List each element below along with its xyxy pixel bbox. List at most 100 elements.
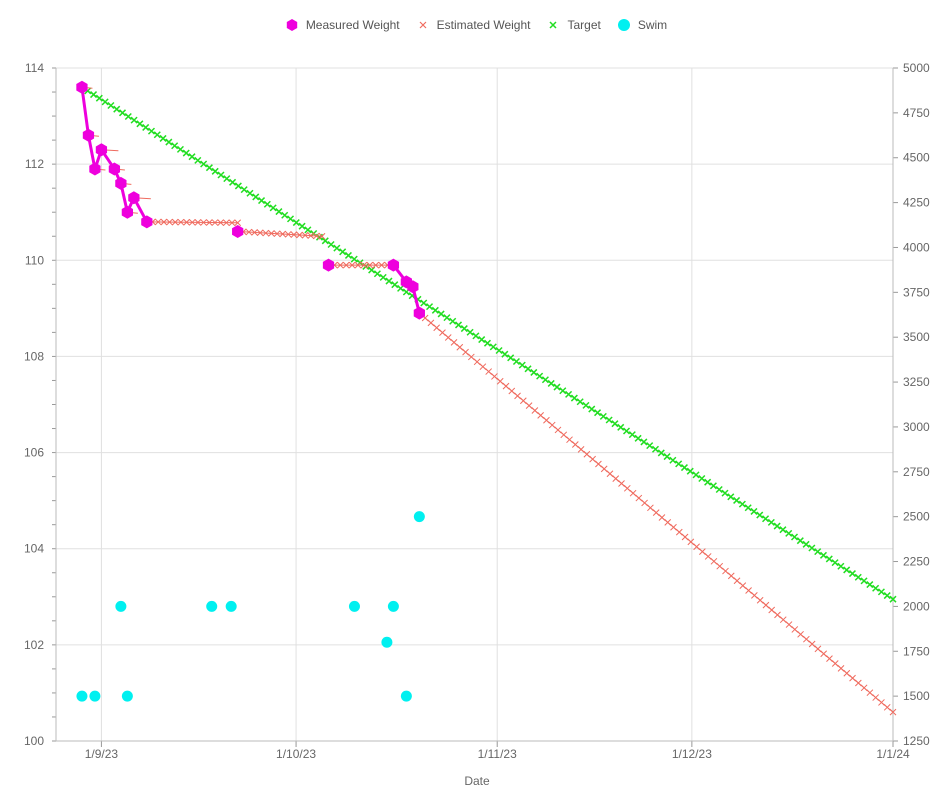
target-marker — [449, 317, 457, 325]
target-marker — [460, 325, 468, 333]
estimated-weight-marker — [843, 669, 851, 677]
estimated-weight-marker — [296, 231, 303, 239]
target-marker — [570, 394, 578, 402]
estimated-weight-marker — [502, 382, 510, 390]
target-marker — [646, 442, 654, 450]
target-marker — [113, 105, 121, 113]
measured-weight-point — [95, 143, 108, 157]
y-right-tick-label: 5000 — [903, 61, 930, 75]
target-marker — [843, 566, 851, 574]
measured-weight-point — [76, 80, 88, 94]
target-marker — [721, 489, 729, 497]
legend-item-swim[interactable]: Swim — [617, 18, 667, 32]
x-tick-label: 1/1/24 — [876, 747, 910, 761]
estimated-weight-marker — [629, 489, 637, 497]
target-marker — [733, 496, 741, 504]
target-marker — [286, 215, 295, 223]
y-left-tick-label: 110 — [25, 253, 44, 267]
estimated-weight-marker — [751, 592, 758, 599]
estimated-weight-marker — [318, 232, 326, 240]
target-marker — [657, 449, 665, 457]
target-marker — [559, 387, 567, 395]
target-marker — [234, 182, 242, 190]
target-marker — [860, 577, 868, 585]
estimated-weight-marker — [733, 577, 741, 585]
target-marker — [738, 500, 746, 508]
target-marker — [147, 127, 156, 135]
y-left-tick-label: 114 — [25, 61, 44, 75]
estimated-weight-marker — [479, 363, 487, 371]
y-right-tick-label: 4250 — [903, 196, 930, 210]
legend-label: Estimated Weight — [436, 18, 531, 32]
legend-item-measured-weight[interactable]: Measured Weight — [285, 18, 400, 32]
estimated-weight-marker — [785, 621, 793, 628]
y-right-tick-label: 2250 — [903, 555, 930, 569]
target-marker — [877, 588, 885, 596]
estimated-weight-marker — [878, 699, 885, 706]
target-marker — [136, 120, 144, 128]
estimated-weight-marker — [262, 229, 270, 237]
swim-point — [76, 690, 88, 702]
estimated-weight-marker — [360, 261, 368, 269]
estimated-weight-marker — [687, 538, 695, 546]
y-right-tick-label: 2000 — [903, 599, 930, 613]
estimated-weight-marker — [194, 219, 202, 226]
target-marker — [750, 507, 758, 515]
legend-item-target[interactable]: Target — [546, 18, 601, 32]
target-marker — [848, 570, 856, 578]
target-marker — [205, 164, 213, 172]
target-marker — [634, 434, 642, 442]
estimated-weight-marker — [473, 358, 481, 366]
target-marker — [385, 277, 393, 285]
target-marker — [275, 208, 283, 216]
estimated-weight-marker — [571, 441, 579, 448]
estimated-weight-marker — [866, 689, 874, 697]
estimated-weight-marker — [595, 460, 602, 468]
target-marker — [454, 321, 463, 329]
estimated-weight-marker — [577, 446, 585, 453]
estimated-weight-marker — [831, 660, 839, 667]
estimated-weight-line — [237, 230, 323, 237]
swim-point — [413, 511, 425, 523]
estimated-weight-marker — [160, 218, 168, 226]
target-marker — [142, 123, 150, 131]
estimated-weight-marker — [205, 219, 213, 226]
target-marker — [483, 339, 492, 347]
estimated-weight-marker — [537, 411, 545, 419]
legend-item-estimated-weight[interactable]: Estimated Weight — [416, 18, 531, 32]
target-marker — [588, 405, 596, 413]
estimated-weight-marker — [860, 684, 868, 692]
estimated-weight-marker — [491, 373, 498, 380]
target-marker — [431, 306, 439, 314]
y-right-tick-label: 1500 — [903, 689, 930, 703]
swim-point — [121, 690, 133, 702]
estimated-weight-marker — [849, 674, 856, 682]
target-marker — [640, 438, 648, 446]
target-marker — [350, 255, 358, 263]
estimated-weight-marker — [251, 229, 258, 236]
target-marker — [368, 266, 376, 274]
x-axis-title: Date — [464, 774, 490, 788]
target-marker — [176, 145, 184, 153]
estimated-weight-marker — [290, 231, 298, 239]
target-marker — [269, 204, 277, 212]
estimated-weight-marker — [496, 377, 504, 385]
target-marker — [605, 416, 613, 424]
y-right-tick-label: 4500 — [903, 151, 930, 165]
legend-label: Target — [567, 18, 601, 32]
target-marker — [692, 471, 700, 479]
grid-lines — [56, 67, 894, 742]
target-marker — [437, 310, 445, 318]
x-tick-label: 1/12/23 — [672, 747, 712, 761]
y-left-tick-label: 112 — [25, 157, 44, 171]
target-marker — [541, 376, 549, 384]
swim-point — [89, 690, 101, 702]
target-marker — [101, 98, 109, 106]
target-marker — [495, 346, 503, 355]
y-right-tick-label: 1750 — [903, 644, 930, 658]
target-marker — [107, 101, 115, 110]
estimated-weight-marker — [444, 334, 452, 341]
target-marker — [889, 595, 897, 603]
circle-icon — [617, 18, 631, 32]
